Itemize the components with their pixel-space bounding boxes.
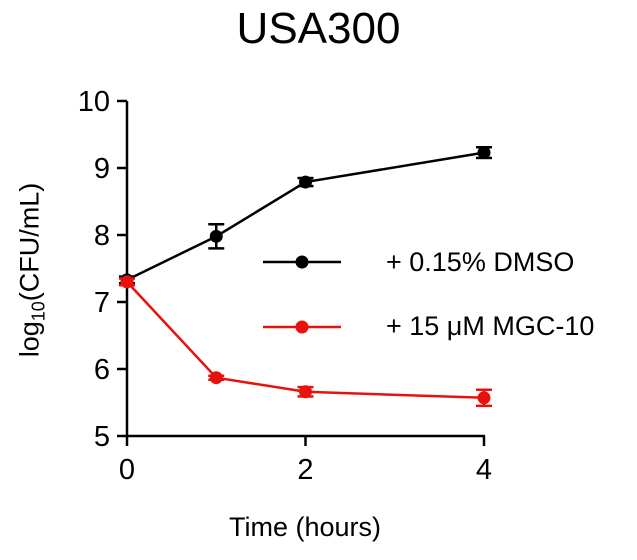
chart-title: USA300 — [236, 4, 401, 53]
series-0-point-3 — [477, 146, 491, 160]
series-0-point-2 — [299, 175, 312, 189]
x-tick-label-0: 0 — [119, 454, 135, 486]
series-1 — [119, 275, 492, 408]
x-tick-label-2: 2 — [297, 454, 313, 486]
y-tick-label-10: 10 — [78, 86, 110, 118]
y-tick-label-8: 8 — [94, 220, 110, 252]
series-layer — [119, 145, 492, 408]
legend-marker-0 — [295, 255, 309, 269]
legend-marker-1 — [295, 320, 309, 334]
series-1-point-2 — [299, 385, 312, 399]
axes: 5 6 7 8 9 10 0 2 4 — [78, 86, 492, 486]
series-1-point-1 — [209, 371, 223, 385]
series-1-point-3 — [477, 391, 491, 405]
legend-label-mgc10: + 15 μM MGC-10 — [386, 311, 595, 341]
series-1-point-0 — [120, 275, 134, 289]
x-tick-label-4: 4 — [476, 454, 492, 486]
series-0-point-1 — [209, 229, 223, 243]
legend-label-dmso: + 0.15% DMSO — [386, 247, 575, 277]
y-tick-label-5: 5 — [94, 421, 110, 453]
legend-layer — [263, 255, 341, 334]
series-1-line — [126, 281, 485, 400]
y-tick-label-6: 6 — [94, 354, 110, 386]
x-axis-label: Time (hours) — [228, 512, 382, 542]
series-0-line — [126, 151, 485, 282]
y-tick-label-9: 9 — [94, 153, 110, 185]
y-tick-label-7: 7 — [94, 287, 110, 319]
